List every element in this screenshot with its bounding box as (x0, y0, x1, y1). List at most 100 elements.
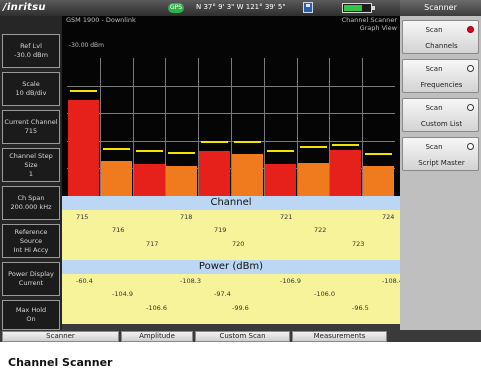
channel-cell: 722 (314, 226, 327, 234)
max-hold-marker-716 (103, 148, 130, 150)
reference-level-label: -30.00 dBm (69, 42, 107, 49)
graph-mode-title: Channel Scanner (341, 16, 397, 24)
scan-channels-line2: Channels (425, 42, 458, 50)
channel-cell: 724 (382, 213, 395, 221)
gps-icon: GPS (168, 3, 184, 13)
tab-amplitude[interactable]: Amplitude (121, 331, 193, 342)
parameter-panel: Ref Lvl -30.0 dBm Scale 10 dB/div Curren… (0, 16, 62, 330)
grid-line-vertical (297, 58, 298, 196)
scan-custom-list-line2: Custom List (420, 120, 463, 128)
figure-caption: Channel Scanner (8, 356, 113, 369)
channel-cell: 719 (214, 226, 227, 234)
tab-measurements[interactable]: Measurements (292, 331, 387, 342)
battery-level (344, 5, 362, 11)
channel-span-value: 200.000 kHz (10, 203, 52, 211)
radio-selected-icon (467, 26, 474, 33)
max-hold-item[interactable]: Max Hold On (2, 300, 60, 330)
grid-line-vertical (198, 58, 199, 196)
power-bar-723 (330, 150, 361, 196)
power-cell: -99.6 (232, 304, 249, 312)
channel-cell: 716 (112, 226, 125, 234)
grid-line-vertical (133, 58, 134, 196)
max-hold-marker-715 (70, 90, 97, 92)
reference-source-item[interactable]: Reference Source Int Hi Accy (2, 224, 60, 258)
power-cell: -96.5 (352, 304, 369, 312)
channel-step-item[interactable]: Channel Step Size 1 (2, 148, 60, 182)
scan-channels-button[interactable]: Scan Channels (402, 20, 479, 54)
channel-step-label: Channel Step Size (9, 151, 53, 169)
power-table: -60.4 -104.9 -106.6 -108.3 -97.4 -99.6 -106.9 -… (62, 274, 403, 324)
grid-line-horizontal (67, 168, 395, 169)
graph-title: GSM 1900 - Downlink (66, 16, 136, 24)
power-bar-720 (232, 154, 263, 196)
power-cell: -104.9 (112, 290, 133, 298)
max-hold-marker-723 (332, 144, 359, 146)
scan-script-master-button[interactable]: Scan Script Master (402, 137, 479, 171)
grid-line-horizontal (67, 86, 395, 87)
radio-unselected-icon (467, 104, 474, 111)
current-channel-value: 715 (24, 127, 38, 135)
bottom-tab-bar: Scanner Amplitude Custom Scan Measuremen… (0, 330, 481, 342)
channel-table: 715 716 717 718 719 720 721 722 723 724 (62, 210, 400, 260)
power-bar-724 (363, 166, 394, 196)
power-bar-719 (199, 151, 230, 196)
plot-area[interactable] (67, 58, 395, 196)
power-cell: -106.6 (146, 304, 167, 312)
grid-line-horizontal (67, 141, 395, 142)
scale-value: 10 dB/div (15, 89, 47, 97)
max-hold-marker-721 (267, 150, 294, 152)
channel-span-item[interactable]: Ch Span 200.000 kHz (2, 186, 60, 220)
max-hold-value: On (26, 315, 36, 323)
save-icon[interactable] (303, 2, 313, 13)
channel-table-header: Channel (62, 196, 400, 210)
scan-custom-list-line1: Scan (425, 104, 443, 112)
power-bar-721 (265, 164, 296, 196)
tab-custom-scan[interactable]: Custom Scan (195, 331, 290, 342)
graph-mode: Channel Scanner Graph View (342, 16, 397, 32)
channel-cell: 718 (180, 213, 193, 221)
max-hold-marker-718 (168, 152, 195, 154)
current-channel-item[interactable]: Current Channel 715 (2, 110, 60, 144)
battery-icon (342, 3, 375, 13)
channel-step-value: 1 (28, 169, 34, 178)
soft-key-menu: Scanner Scan Channels Scan Frequencies S… (400, 0, 481, 330)
max-hold-marker-720 (234, 141, 261, 143)
power-bar-717 (134, 164, 165, 196)
channel-graph: GSM 1900 - Downlink Channel Scanner Grap… (62, 16, 400, 196)
power-bar-716 (101, 161, 132, 196)
menu-title: Scanner (400, 0, 481, 16)
grid-line-vertical (264, 58, 265, 196)
scan-custom-list-button[interactable]: Scan Custom List (402, 98, 479, 132)
power-display-item[interactable]: Power Display Current (2, 262, 60, 296)
graph-view-label: Graph View (359, 24, 397, 32)
max-hold-marker-717 (136, 150, 163, 152)
scan-script-master-line2: Script Master (418, 159, 465, 167)
power-bar-715 (68, 100, 99, 196)
scan-frequencies-line1: Scan (425, 65, 443, 73)
power-cell: -108.3 (180, 277, 201, 285)
ref-level-item[interactable]: Ref Lvl -30.0 dBm (2, 34, 60, 68)
reference-source-label: Reference Source (14, 227, 48, 245)
scale-item[interactable]: Scale 10 dB/div (2, 72, 60, 106)
ref-level-label: Ref Lvl (20, 42, 42, 50)
channel-cell: 723 (352, 240, 365, 248)
channel-cell: 717 (146, 240, 159, 248)
power-display-value: Current (18, 279, 44, 287)
tab-scanner[interactable]: Scanner (2, 331, 119, 342)
current-channel-label: Current Channel (4, 118, 58, 126)
max-hold-label: Max Hold (15, 306, 47, 314)
grid-line-vertical (362, 58, 363, 196)
grid-line-horizontal (67, 113, 395, 114)
grid-line-vertical (100, 58, 101, 196)
scan-frequencies-button[interactable]: Scan Frequencies (402, 59, 479, 93)
reference-source-value: Int Hi Accy (13, 245, 49, 254)
table-footer (62, 324, 400, 330)
channel-span-label: Ch Span (17, 194, 45, 202)
max-hold-marker-719 (201, 141, 228, 143)
grid-line-vertical (165, 58, 166, 196)
power-table-header: Power (dBm) (62, 260, 400, 274)
power-cell: -97.4 (214, 290, 231, 298)
scan-script-master-line1: Scan (425, 143, 443, 151)
radio-unselected-icon (467, 65, 474, 72)
